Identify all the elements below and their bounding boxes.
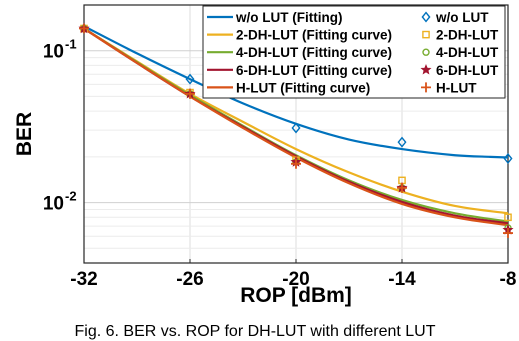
legend-marker-sample (422, 30, 430, 39)
legend-marker-sample (421, 11, 431, 23)
plot-area-frame (83, 4, 509, 264)
legend-fit-label: 6-DH-LUT (Fitting curve) (236, 63, 392, 78)
y-tick-exponent: -1 (65, 37, 77, 52)
x-axis-label: ROP [dBm] (240, 284, 352, 307)
legend-marker-label: 6-DH-LUT (436, 63, 499, 78)
x-tick-labels: -32 -26 -20 -14 -8 (70, 269, 516, 290)
legend-box (202, 5, 506, 99)
data-point-4 (185, 88, 195, 99)
data-point-0 (503, 153, 513, 165)
legend-fit-label: 2-DH-LUT (Fitting curve) (236, 28, 392, 43)
legend-marker-sample (420, 63, 432, 75)
data-point-4 (503, 228, 513, 239)
legend-fit-label: w/o LUT (Fitting) (235, 10, 342, 25)
y-tick-labels: 10-110-2 (43, 37, 77, 215)
legend-marker-label: w/o LUT (435, 10, 489, 25)
data-point-1 (504, 213, 512, 222)
legend-fit-label: 4-DH-LUT (Fitting curve) (236, 45, 392, 60)
x-tick-label: -20 (282, 269, 309, 290)
fit-curve-0 (83, 25, 509, 159)
x-tick-label: -8 (500, 269, 517, 290)
y-tick-exponent: -2 (65, 189, 77, 204)
data-point-0 (397, 136, 407, 148)
data-point-0 (185, 73, 195, 85)
figure-caption: Fig. 6. BER vs. ROP for DH-LUT with diff… (75, 323, 436, 340)
y-axis-label: BER (13, 112, 36, 156)
data-point-0 (291, 122, 301, 134)
x-tick-label: -14 (388, 269, 416, 290)
legend: w/o LUT (Fitting) w/o LUT 2-DH-LUT (Fittin… (202, 5, 506, 99)
data-markers (78, 22, 514, 239)
legend-marker-label: H-LUT (436, 80, 477, 95)
data-point-4 (397, 182, 407, 193)
legend-marker-label: 4-DH-LUT (436, 45, 499, 60)
data-point-4 (291, 158, 301, 169)
x-tick-label: -26 (176, 269, 203, 290)
x-tick-label: -32 (70, 269, 97, 290)
legend-marker-sample (421, 82, 431, 93)
legend-marker-label: 2-DH-LUT (436, 28, 499, 43)
data-point-4 (79, 23, 89, 34)
y-tick-label: 10 (43, 194, 64, 215)
legend-fit-label: H-LUT (Fitting curve) (236, 80, 370, 95)
legend-marker-sample (422, 48, 430, 56)
y-tick-label: 10 (43, 42, 64, 63)
